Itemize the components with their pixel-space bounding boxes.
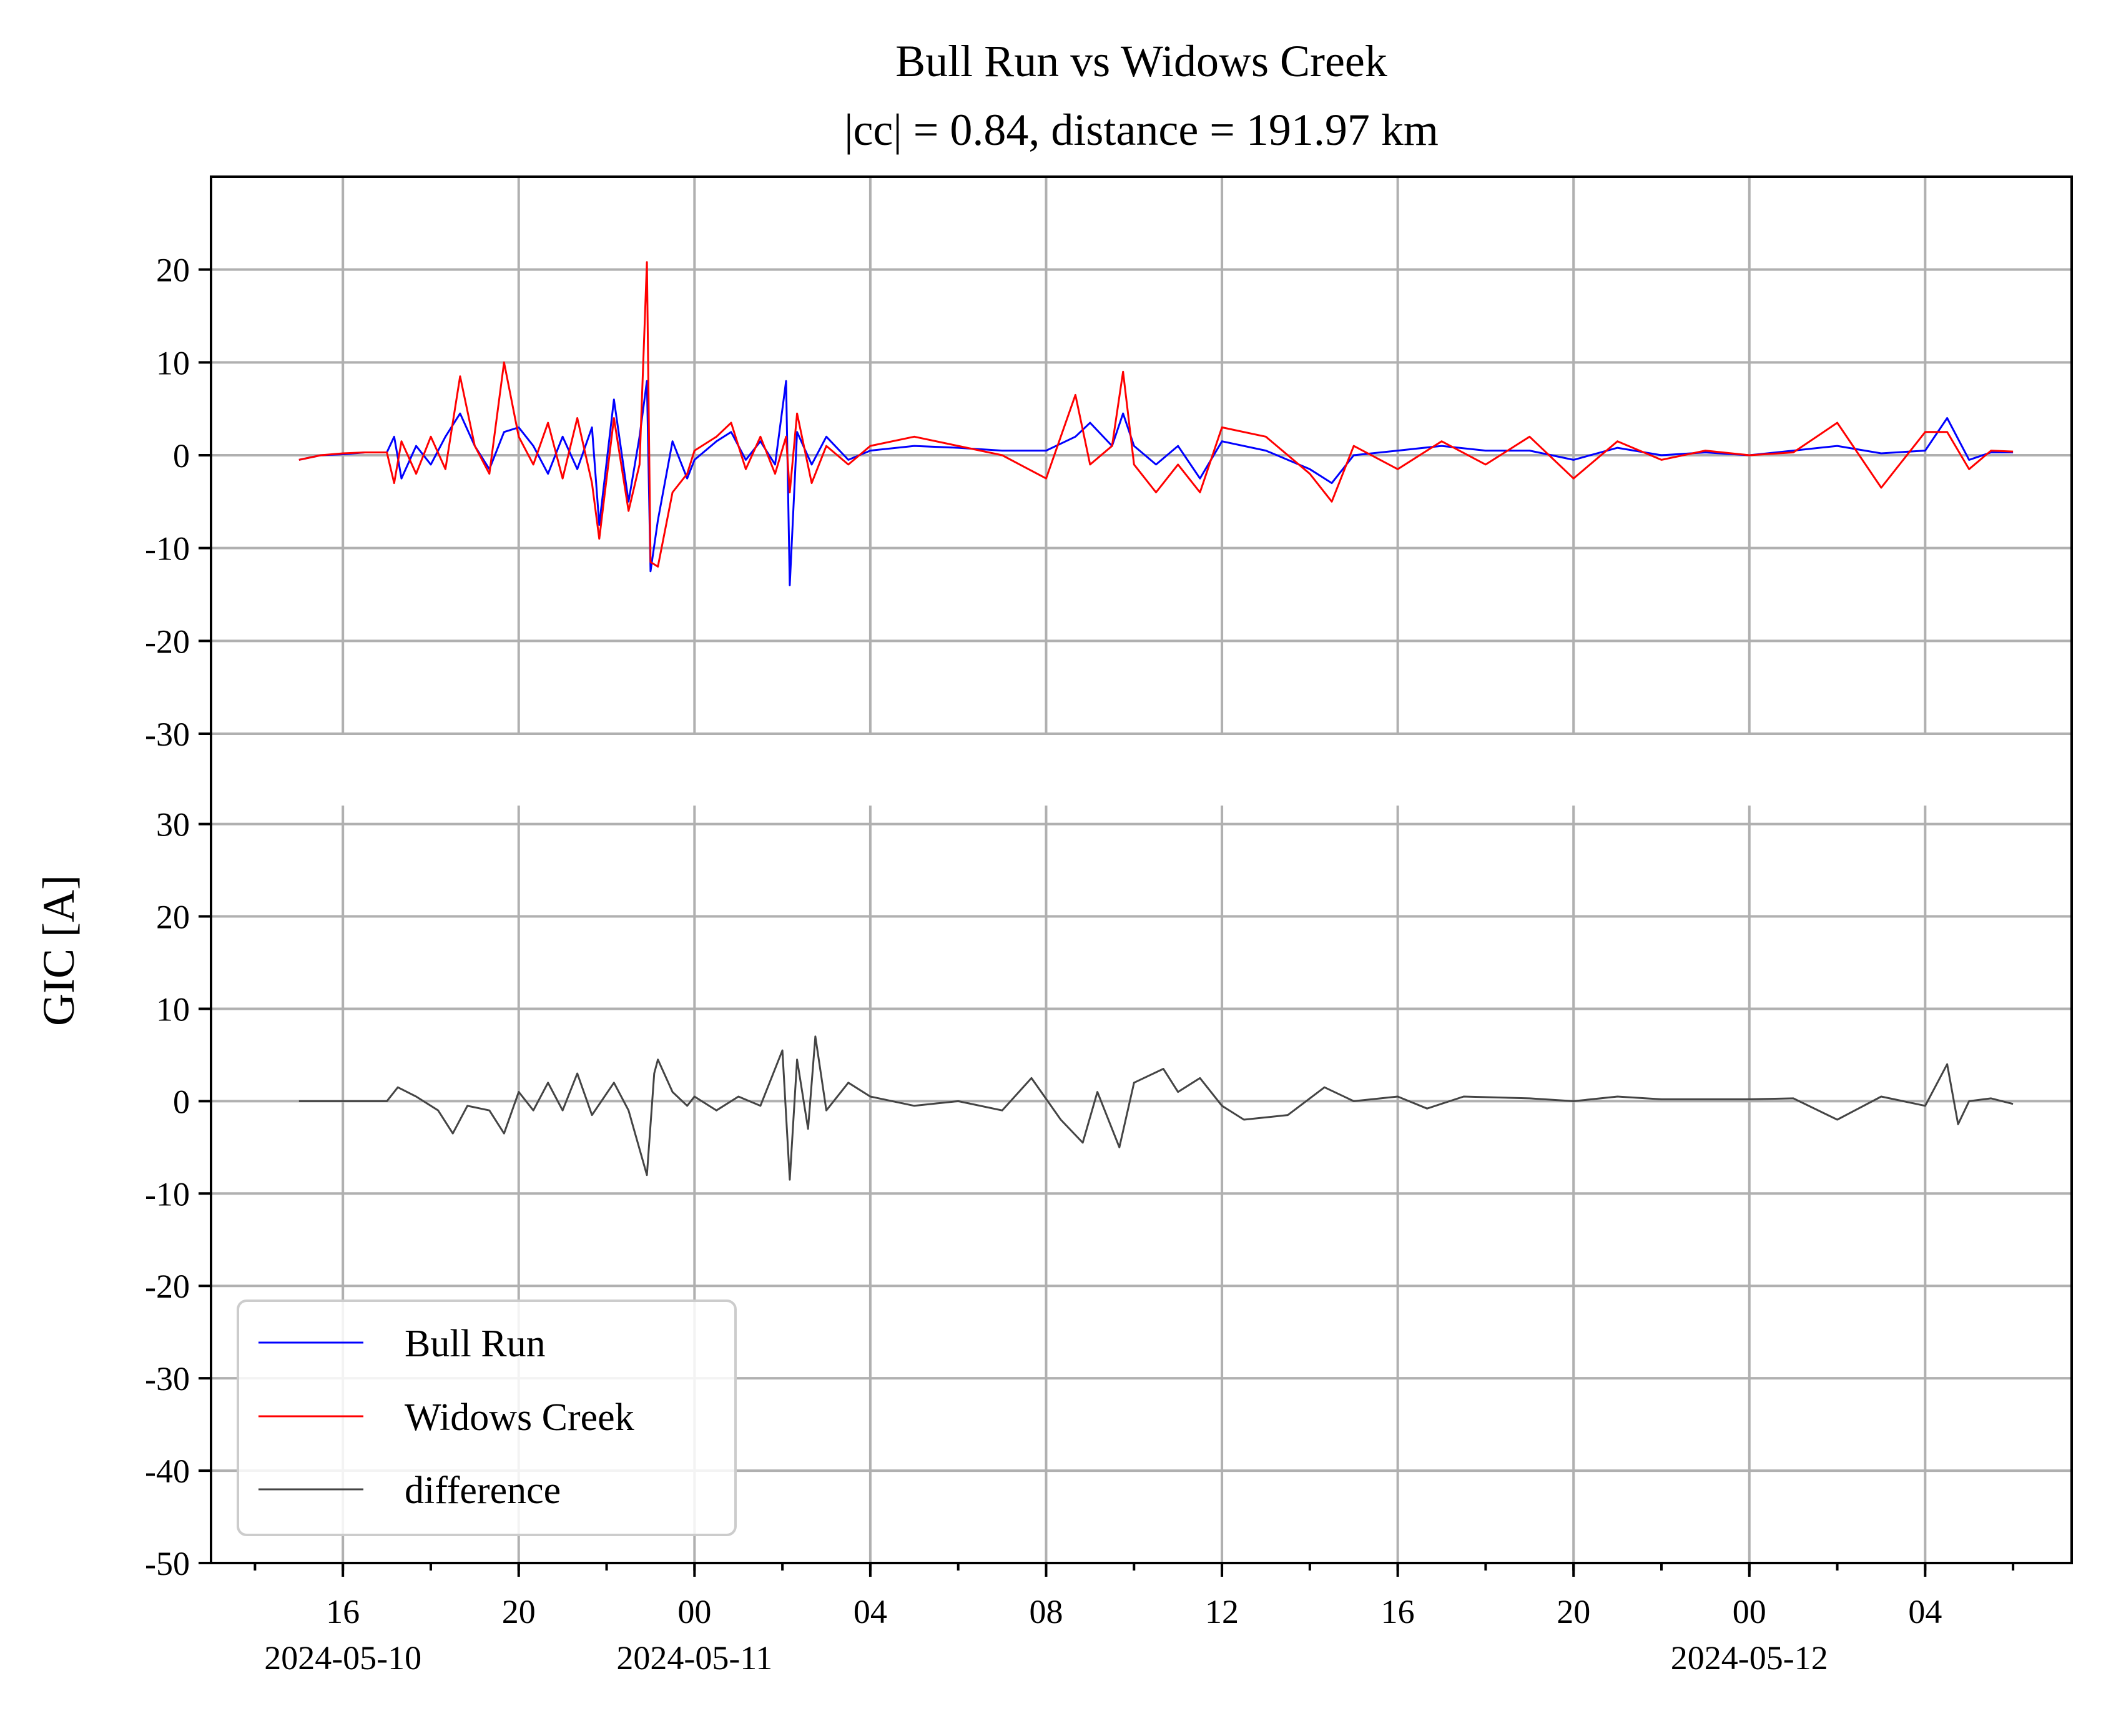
y-tick-label: -10: [145, 530, 190, 568]
x-tick-label: 16: [326, 1593, 360, 1630]
y-tick-label: 0: [173, 437, 190, 475]
y-tick-label: 10: [156, 990, 190, 1028]
x-date-label: 2024-05-11: [616, 1639, 772, 1677]
legend-label-widows-creek: Widows Creek: [405, 1396, 634, 1439]
y-tick-label: -40: [145, 1452, 190, 1490]
x-tick-label: 00: [677, 1593, 711, 1630]
legend-box: [237, 1300, 737, 1536]
y-tick-label: -30: [145, 716, 190, 753]
series-line-widows-creek: [298, 261, 2014, 568]
x-tick-label: 08: [1029, 1593, 1063, 1630]
legend-label-difference: difference: [405, 1469, 561, 1512]
y-tick-label: -20: [145, 623, 190, 660]
y-tick-label: 10: [156, 344, 190, 382]
legend-label-bull-run: Bull Run: [405, 1323, 546, 1365]
grid-layer: [211, 177, 2072, 1564]
y-tick-label: -10: [145, 1175, 190, 1213]
y-tick-label: 20: [156, 899, 190, 936]
y-tick-label: 20: [156, 252, 190, 289]
y-tick-label: -50: [145, 1545, 190, 1582]
legend: Bull Run Widows Creek difference: [237, 1300, 737, 1536]
y-axis-label: GIC [A]: [34, 875, 84, 1026]
series-line-difference: [298, 1035, 2014, 1181]
x-tick-label: 04: [1908, 1593, 1942, 1630]
x-date-label: 2024-05-10: [264, 1639, 421, 1677]
y-tick-label: 30: [156, 806, 190, 844]
x-tick-label: 12: [1205, 1593, 1239, 1630]
axis-layer: -30 -20 -10 0 10 20 -50 -40 -30 -20 -10 0 10 20 30 16 20…: [145, 252, 2015, 1677]
chart-subtitle: |cc| = 0.84, distance = 191.97 km: [844, 105, 1439, 155]
x-tick-label: 04: [854, 1593, 887, 1630]
x-tick-label: 20: [502, 1593, 536, 1630]
chart-title: Bull Run vs Widows Creek: [895, 36, 1387, 86]
y-tick-label: -20: [145, 1268, 190, 1305]
y-tick-label: -30: [145, 1360, 190, 1398]
data-layer: [298, 261, 2014, 1181]
x-tick-label: 00: [1733, 1593, 1766, 1630]
x-tick-label: 20: [1557, 1593, 1590, 1630]
plot-frame: [210, 175, 2073, 1564]
x-date-label: 2024-05-12: [1671, 1639, 1828, 1677]
x-tick-label: 16: [1381, 1593, 1415, 1630]
y-tick-label: 0: [173, 1083, 190, 1120]
